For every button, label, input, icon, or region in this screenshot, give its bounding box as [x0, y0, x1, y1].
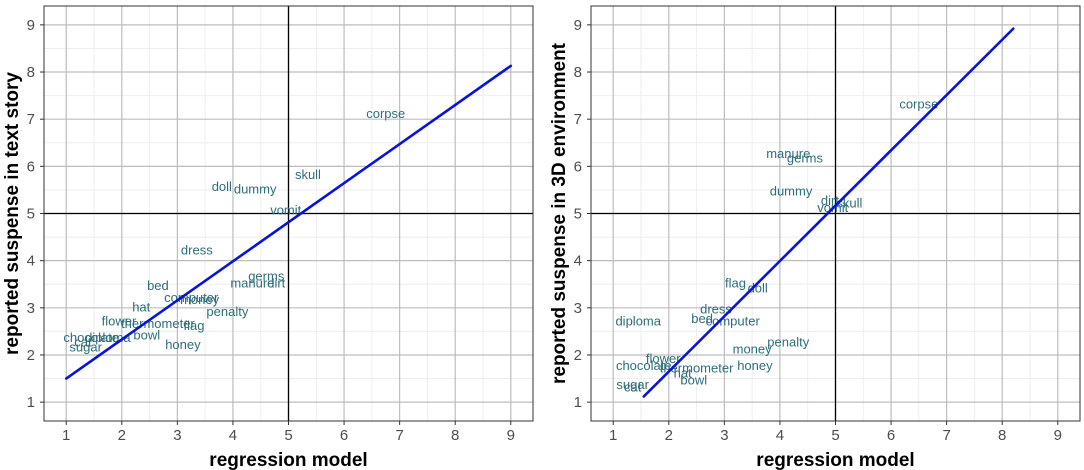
word-label: dummy — [770, 184, 813, 199]
word-label: bed — [147, 278, 169, 293]
x-tick-label: 6 — [887, 427, 895, 444]
word-label: hat — [674, 365, 692, 380]
word-label: flag — [184, 318, 205, 333]
y-tick-label: 1 — [574, 394, 582, 411]
y-tick-label: 4 — [27, 253, 35, 270]
word-label: thermometer — [660, 361, 734, 376]
word-label: hat — [132, 299, 150, 314]
x-tick-label: 1 — [609, 427, 617, 444]
y-tick-label: 5 — [574, 206, 582, 223]
x-tick-label: 4 — [229, 427, 237, 444]
y-axis-title: reported suspense in text story — [2, 72, 23, 355]
y-tick-label: 4 — [574, 253, 582, 270]
word-label: doll — [212, 179, 232, 194]
x-tick-label: 2 — [118, 427, 126, 444]
word-label: manure — [766, 146, 810, 161]
word-label: doll — [748, 280, 768, 295]
x-tick-label: 2 — [665, 427, 673, 444]
plot-border — [43, 5, 534, 422]
word-label: flower — [646, 351, 681, 366]
x-tick-label: 8 — [451, 427, 459, 444]
word-label: cat — [624, 379, 642, 394]
y-axis-title: reported suspense in 3D environment — [549, 42, 570, 384]
word-label: honey — [165, 337, 201, 352]
y-tick-label: 8 — [27, 64, 35, 81]
y-tick-label: 9 — [574, 17, 582, 34]
y-tick-label: 3 — [27, 300, 35, 317]
y-tick-label: 6 — [574, 158, 582, 175]
word-label: bed — [691, 311, 713, 326]
y-tick-label: 9 — [27, 17, 35, 34]
word-label: dirt — [267, 276, 285, 291]
plot-border — [590, 5, 1081, 422]
regression-line — [64, 64, 513, 380]
word-label: sugar — [69, 339, 102, 354]
word-label: corpse — [899, 96, 938, 111]
word-label: bowl — [133, 328, 160, 343]
y-tick-label: 6 — [27, 158, 35, 175]
word-label: chocolate — [63, 330, 119, 345]
word-label: dummy — [234, 181, 277, 196]
word-label: corpse — [366, 106, 405, 121]
word-label: honey — [737, 358, 773, 373]
word-label: dress — [700, 302, 732, 317]
word-label: cat — [74, 335, 92, 350]
word-label: diploma — [615, 313, 661, 328]
x-tick-label: 1 — [62, 427, 70, 444]
y-tick-label: 2 — [27, 347, 35, 364]
x-tick-label: 3 — [720, 427, 728, 444]
word-label: dirt — [821, 193, 839, 208]
word-label: money — [733, 342, 773, 357]
y-tick-label: 7 — [574, 111, 582, 128]
word-label: germs — [787, 151, 824, 166]
word-label: computer — [706, 313, 761, 328]
y-tick-label: 2 — [574, 347, 582, 364]
chart-panel-2: corpsemanuregermsdummydirtskullvomitflag… — [549, 5, 1081, 470]
x-tick-label: 5 — [284, 427, 292, 444]
word-label: bowl — [680, 372, 707, 387]
x-axis-title: regression model — [756, 450, 914, 470]
x-tick-label: 9 — [1054, 427, 1062, 444]
word-label: flag — [725, 276, 746, 291]
word-label: manure — [230, 276, 274, 291]
word-label: sugar — [616, 377, 649, 392]
word-label: germs — [248, 269, 285, 284]
x-tick-label: 3 — [173, 427, 181, 444]
x-tick-label: 9 — [507, 427, 515, 444]
x-tick-label: 6 — [340, 427, 348, 444]
word-label: penalty — [206, 304, 248, 319]
chart-panel-1: corpse skull doll dummy vomit dress germsmanur… — [2, 5, 534, 470]
y-tick-label: 8 — [574, 64, 582, 81]
word-label: money — [180, 292, 220, 307]
word-label: chocolate — [616, 358, 672, 373]
x-tick-label: 7 — [942, 427, 950, 444]
y-tick-label: 5 — [27, 206, 35, 223]
word-label: penalty — [767, 335, 809, 350]
word-label: vomit — [270, 203, 301, 218]
x-tick-label: 5 — [831, 427, 839, 444]
x-axis-title: regression model — [209, 450, 367, 470]
y-tick-label: 3 — [574, 300, 582, 317]
y-tick-label: 7 — [27, 111, 35, 128]
x-tick-label: 8 — [998, 427, 1006, 444]
word-label: flower — [102, 313, 137, 328]
y-tick-label: 1 — [27, 394, 35, 411]
x-tick-label: 4 — [776, 427, 784, 444]
x-tick-label: 7 — [395, 427, 403, 444]
regression-line — [642, 27, 1015, 398]
word-label: skull — [295, 167, 321, 182]
word-label: dress — [181, 243, 213, 258]
